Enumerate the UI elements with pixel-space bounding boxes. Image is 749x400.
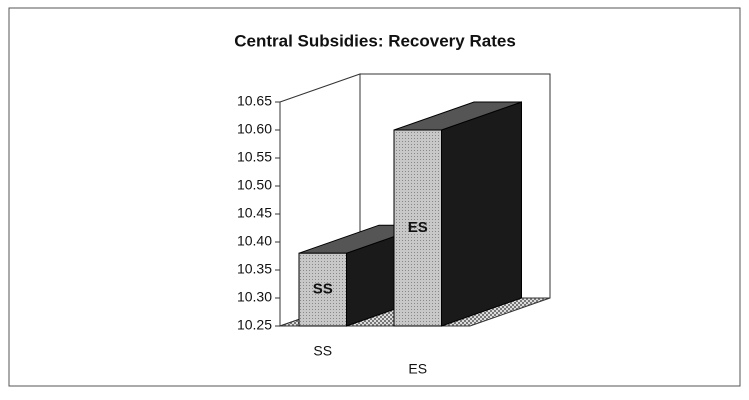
bar	[298, 252, 347, 327]
x-tick-label: ES	[408, 361, 427, 377]
y-tick-label: 10.60	[237, 121, 272, 137]
y-tick-label: 10.50	[237, 177, 272, 193]
x-tick-label: SS	[313, 343, 332, 359]
bar-side	[441, 101, 522, 327]
y-tick-label: 10.30	[237, 289, 272, 305]
y-tick-label: 10.45	[237, 205, 272, 221]
chart-title: Central Subsidies: Recovery Rates	[234, 31, 516, 50]
y-tick-label: 10.40	[237, 233, 272, 249]
y-tick-label: 10.65	[237, 93, 272, 109]
y-tick-label: 10.25	[237, 317, 272, 333]
y-tick-label: 10.55	[237, 149, 272, 165]
bar	[393, 129, 442, 327]
frame	[8, 7, 741, 387]
y-tick-label: 10.35	[237, 261, 272, 277]
bar-label: SS	[313, 281, 333, 298]
bar-label: ES	[408, 219, 428, 236]
plot: 10.25 10.30 10.35 10.40 10.45 10.50 10.55 10.60…	[237, 73, 551, 377]
